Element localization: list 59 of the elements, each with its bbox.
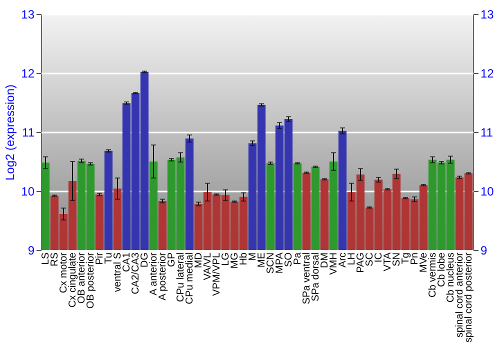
x-tick-label: RS [50,252,60,266]
x-tick-label: LG [220,252,232,266]
x-tick-label: Cb vermis [428,252,438,298]
x-tick-label: Tu [104,252,114,264]
x-tick-label: Cb lobe [436,252,448,287]
x-tick-label: SO [284,252,294,267]
y-tick-label: 10 [21,184,35,198]
x-tick-label: MPA [274,252,286,274]
x-tick-label: VTA [382,252,394,272]
x-tick-label: CPu lateral [176,252,186,302]
x-tick-label: GP [166,252,178,267]
x-tick-label: ventral S [112,252,124,292]
x-tick-label: SN [392,252,402,266]
x-tick-label: Tg [400,252,412,264]
x-tick-label: MVe [418,252,430,273]
x-tick-label: spinal cord posterior [464,252,474,343]
y-axis-title: Log2 (expression) [3,84,18,181]
x-tick-label: CPu medial [184,252,196,304]
x-tick-label: Arc [338,252,348,268]
x-tick-label: VA/VL [202,252,214,280]
x-tick-label: VMH [328,252,340,275]
x-tick-label: DM [320,252,330,268]
y-tick-label: 12 [21,66,35,80]
x-tick-label: OB anterior [76,252,88,304]
x-tick-label: DG [140,252,150,268]
x-tick-label: VPM/VPL [212,252,222,296]
x-tick-label: PAG [356,252,366,273]
y2-tick-label: 13 [480,8,494,22]
y-tick-label: 13 [21,8,35,22]
x-tick-label: OB posterior [86,252,96,309]
x-tick-label: spinal cord anterior [454,252,466,338]
x-tick-label: IC [374,252,384,262]
x-tick-label: LS [40,252,52,265]
y-tick-label: 11 [22,126,35,140]
x-tick-label: Pir [94,252,106,265]
y2-tick-label: 12 [480,66,494,80]
x-tick-label: A anterior [148,252,160,296]
x-tick-label: MG [230,252,240,269]
x-tick-label: Pa [292,252,304,265]
x-tick-label: Cx motor [58,252,70,294]
x-tick-label: LH [346,252,358,266]
y2-tick-label: 10 [480,184,494,198]
x-tick-label: Pn [410,252,420,265]
x-tick-label: Cb nucleus [446,252,456,303]
x-tick-label: SPa dorsal [310,252,322,302]
x-tick-label: SCN [266,252,276,274]
x-tick-label: SC [364,252,376,266]
x-tick-label: ME [256,252,268,268]
y2-tick-label: 11 [480,126,494,140]
x-tick-label: SPa ventral [302,252,312,304]
y-tick-label: 9 [28,244,35,258]
x-tick-label: M [248,252,258,261]
x-tick-label: CA2/CA3 [130,252,142,294]
x-tick-label: Cx cingulate [68,252,78,308]
y2-tick-label: 9 [480,244,488,258]
x-tick-label: CA1 [122,252,132,272]
x-tick-label: A posterior [158,252,168,300]
x-tick-label: MD [194,252,204,268]
x-tick-label: Hb [238,252,250,266]
